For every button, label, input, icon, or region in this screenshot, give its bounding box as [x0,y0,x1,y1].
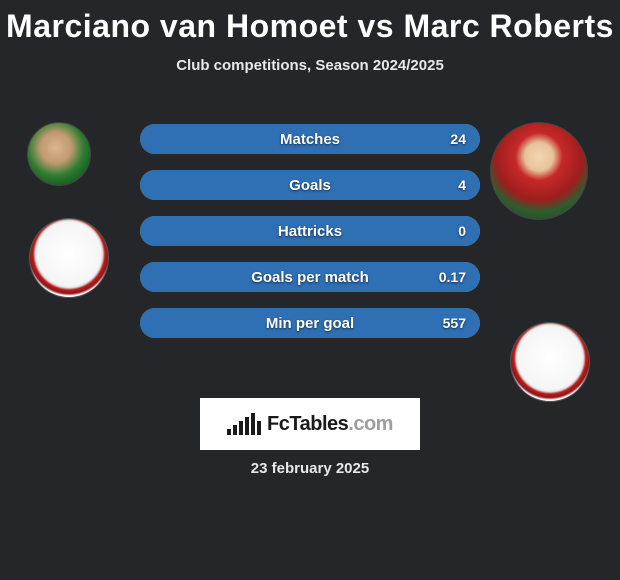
stat-label: Matches [140,131,480,148]
stats-container: Matches24 Goals4 Hattricks0 Goals per match… [140,124,480,354]
logo-bar [251,413,255,435]
page-title: Marciano van Homoet vs Marc Roberts [0,0,620,45]
logo-bar [239,421,243,435]
logo-bars-icon [227,413,261,435]
date-label: 23 february 2025 [0,460,620,477]
logo-bar [257,421,261,435]
player-right-avatar [490,122,588,220]
club-right-crest [510,322,590,402]
logo-text-suffix: .com [348,413,393,435]
stat-value-right: 4 [458,177,466,193]
stat-label: Hattricks [140,223,480,240]
logo-bar [233,425,237,435]
site-logo: FcTables.com [200,398,420,450]
stat-row: Matches24 [140,124,480,154]
stat-value-right: 0.17 [439,269,466,285]
stat-row: Hattricks0 [140,216,480,246]
subtitle: Club competitions, Season 2024/2025 [0,57,620,74]
stat-row: Min per goal557 [140,308,480,338]
stat-value-right: 0 [458,223,466,239]
stat-label: Min per goal [140,315,480,332]
stat-row: Goals per match0.17 [140,262,480,292]
player-left-avatar [27,122,91,186]
logo-text-main: FcTables [267,413,348,435]
stat-label: Goals [140,177,480,194]
stat-value-right: 557 [443,315,466,331]
logo-bar [245,417,249,435]
stat-value-right: 24 [450,131,466,147]
logo-bar [227,429,231,435]
logo-text: FcTables.com [267,413,393,436]
club-left-crest [29,218,109,298]
stat-row: Goals4 [140,170,480,200]
stat-label: Goals per match [140,269,480,286]
